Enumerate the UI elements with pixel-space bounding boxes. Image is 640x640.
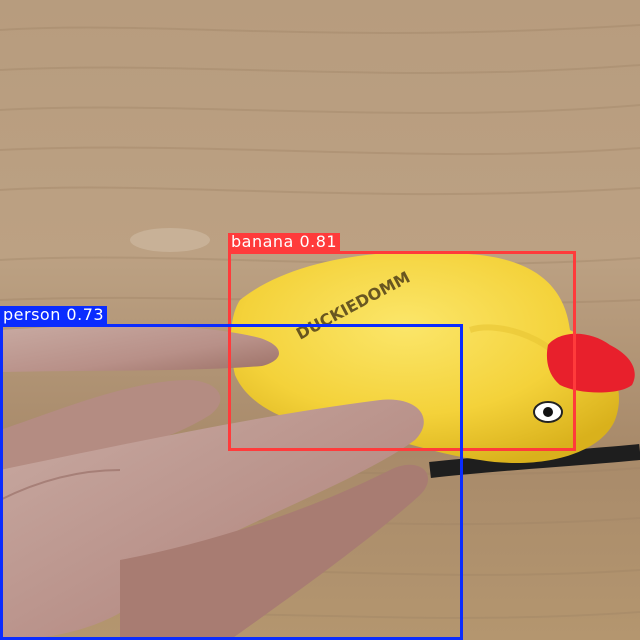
detection-label-person: person 0.73 xyxy=(0,306,108,325)
detection-box-person xyxy=(0,324,463,640)
detection-label-banana: banana 0.81 xyxy=(228,233,341,252)
detection-box-banana xyxy=(228,251,576,451)
